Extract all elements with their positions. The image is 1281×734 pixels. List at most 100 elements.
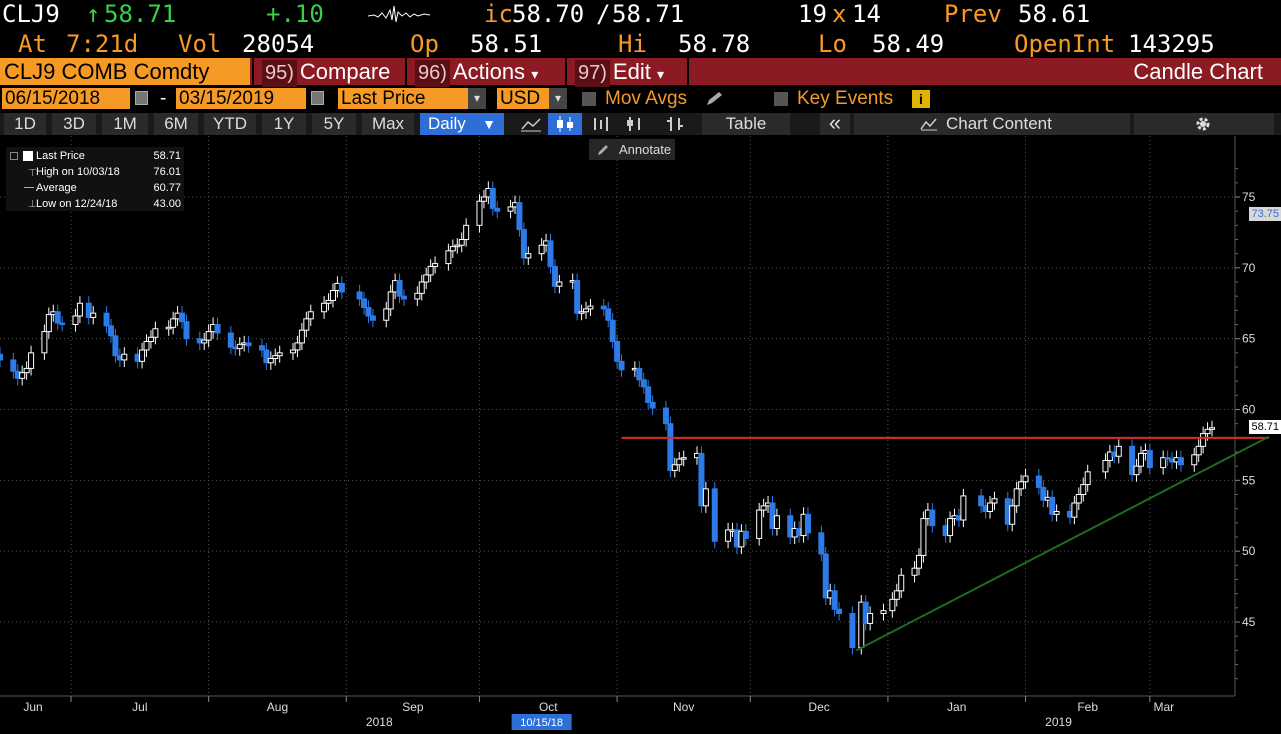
candle-body bbox=[85, 302, 92, 318]
candle-body bbox=[987, 502, 994, 512]
chart-content-icon bbox=[920, 118, 937, 131]
chevron-down-icon: ▾ bbox=[656, 66, 664, 82]
chart-legend[interactable]: Last Price 58.71 ⊤ High on 10/03/18 76.0… bbox=[6, 147, 184, 211]
calendar-icon[interactable] bbox=[135, 91, 148, 105]
legend-label: Average bbox=[36, 182, 77, 194]
start-date-input[interactable]: 06/15/2018 bbox=[2, 88, 130, 109]
ohlc-chart-icon[interactable] bbox=[664, 116, 686, 132]
ticker[interactable]: CLJ9 bbox=[2, 0, 60, 28]
candle-body bbox=[889, 598, 896, 612]
mov-avgs-label: Mov Avgs bbox=[605, 88, 688, 109]
date-settings-row: 06/15/2018 - 03/15/2019 Last Price ▾ USD ▾… bbox=[0, 88, 1281, 110]
period-ytd-button[interactable]: YTD bbox=[204, 113, 256, 135]
candle-body bbox=[525, 253, 532, 259]
y-tick-label: 70 bbox=[1242, 261, 1256, 275]
edit-button[interactable]: 97) Edit ▾ bbox=[565, 58, 685, 87]
pencil-icon[interactable] bbox=[705, 91, 725, 107]
chevron-down-icon: ▾ bbox=[531, 66, 539, 82]
candle-body bbox=[1115, 445, 1122, 457]
key-events-checkbox[interactable] bbox=[774, 92, 788, 106]
candle-body bbox=[1191, 454, 1198, 466]
chart-content-button[interactable]: Chart Content bbox=[854, 113, 1130, 135]
period-max-button[interactable]: Max bbox=[362, 113, 414, 135]
candle-body bbox=[645, 386, 652, 403]
bid-size: 19 bbox=[798, 0, 827, 28]
candle-body bbox=[28, 352, 35, 369]
date-range-dash: - bbox=[160, 88, 167, 109]
period-1y-button[interactable]: 1Y bbox=[262, 113, 306, 135]
candle-body bbox=[401, 295, 407, 300]
period-1d-button[interactable]: 1D bbox=[4, 113, 46, 135]
chevron-down-icon[interactable]: ▾ bbox=[468, 88, 486, 109]
line-chart-icon[interactable] bbox=[520, 116, 542, 132]
calendar-icon[interactable] bbox=[311, 91, 324, 105]
mov-avgs-checkbox[interactable] bbox=[582, 92, 596, 106]
y-tick-label: 75 bbox=[1242, 190, 1256, 204]
legend-item-high: ⊤ High on 10/03/18 76.01 bbox=[6, 164, 184, 180]
candle-body bbox=[356, 291, 363, 300]
candle-body bbox=[1160, 457, 1167, 469]
x-tick-label: Aug bbox=[267, 700, 288, 714]
candle-body bbox=[880, 610, 887, 614]
candle-body bbox=[165, 326, 172, 330]
quote-time: 7:21d bbox=[66, 30, 139, 58]
chevron-down-icon[interactable]: ▾ bbox=[549, 88, 567, 109]
edit-label: Edit bbox=[612, 59, 651, 84]
candle-body bbox=[1146, 450, 1153, 469]
settings-button[interactable] bbox=[1134, 113, 1274, 135]
candle-body bbox=[698, 452, 705, 507]
candle-body bbox=[822, 553, 829, 599]
table-button[interactable]: Table bbox=[702, 113, 790, 135]
bar-chart-icon[interactable] bbox=[590, 116, 612, 132]
candle-body bbox=[365, 307, 372, 317]
actions-button[interactable]: 96) Actions ▾ bbox=[405, 58, 563, 87]
frequency-select[interactable]: Daily ▼ bbox=[420, 113, 504, 135]
candle-body bbox=[1102, 460, 1109, 473]
period-1m-button[interactable]: 1M bbox=[102, 113, 148, 135]
period-6m-button[interactable]: 6M bbox=[154, 113, 198, 135]
info-icon[interactable]: i bbox=[912, 90, 930, 108]
candle-body bbox=[756, 509, 763, 539]
candle-body bbox=[929, 509, 936, 527]
price-field-select[interactable]: Last Price ▾ bbox=[338, 88, 486, 109]
candle-body bbox=[738, 530, 745, 548]
candle-body bbox=[338, 282, 345, 293]
currency-select[interactable]: USD ▾ bbox=[497, 88, 567, 109]
period-5y-button[interactable]: 5Y bbox=[312, 113, 356, 135]
candle-body bbox=[263, 349, 270, 364]
candle-body bbox=[1200, 433, 1207, 447]
candle-chart[interactable]: 45 50 55 60 65 70 75 Jun Jul Aug Sep Oct Nov Dec Jan Fe… bbox=[0, 136, 1281, 734]
candle-body bbox=[463, 224, 470, 241]
candle-body bbox=[831, 590, 838, 610]
candle-body bbox=[170, 318, 177, 328]
security-field[interactable]: CLJ9 COMB Comdty bbox=[0, 58, 250, 85]
legend-label: Low on 12/24/18 bbox=[36, 198, 118, 210]
compare-label: Compare bbox=[299, 59, 391, 84]
candle-body bbox=[1022, 475, 1029, 483]
candle-body bbox=[667, 423, 674, 471]
candle-body bbox=[676, 458, 683, 466]
candle-chart-icon[interactable] bbox=[548, 113, 582, 135]
end-date-input[interactable]: 03/15/2019 bbox=[176, 88, 306, 109]
candle-body bbox=[489, 188, 496, 209]
candle-body bbox=[107, 325, 114, 337]
candle-body bbox=[849, 613, 856, 648]
candle-body bbox=[725, 529, 732, 542]
candle-body bbox=[583, 308, 590, 313]
candle-body bbox=[702, 488, 709, 507]
candle-body bbox=[112, 335, 119, 357]
collapse-button[interactable]: « bbox=[820, 112, 850, 135]
x-tick-label: Nov bbox=[673, 700, 694, 714]
hlc-chart-icon[interactable] bbox=[624, 116, 646, 132]
y-tick-label: 55 bbox=[1242, 473, 1256, 487]
candle-body bbox=[818, 532, 825, 555]
legend-item-last-price: Last Price 58.71 bbox=[6, 148, 184, 164]
actions-number: 96) bbox=[415, 60, 450, 87]
annotate-button[interactable]: Annotate bbox=[589, 139, 675, 160]
checkbox-icon[interactable] bbox=[10, 152, 18, 160]
compare-button[interactable]: 95) Compare bbox=[252, 58, 402, 87]
frequency-value: Daily bbox=[428, 114, 466, 133]
period-3d-button[interactable]: 3D bbox=[52, 113, 96, 135]
candle-body bbox=[183, 321, 190, 340]
candle-body bbox=[1013, 488, 1020, 507]
